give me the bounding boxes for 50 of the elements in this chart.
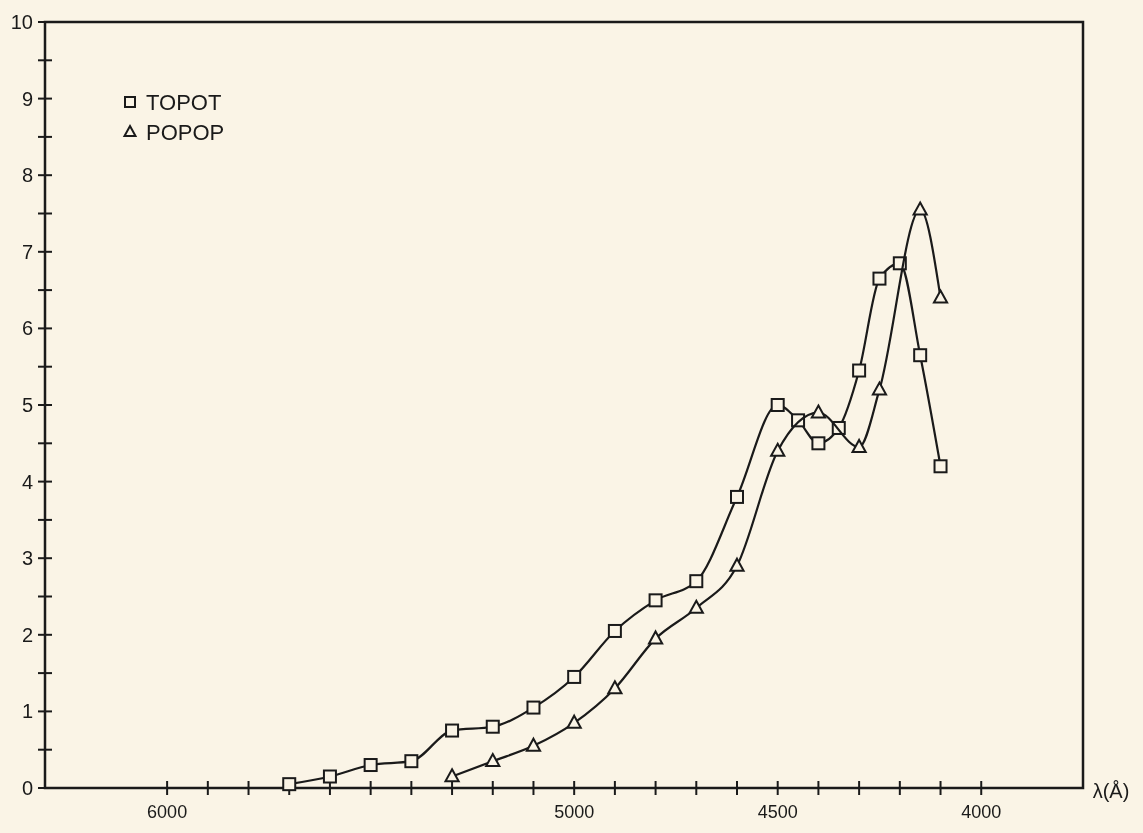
y-tick-label: 6 [21,317,33,340]
point [526,700,541,715]
point [566,714,582,729]
point [607,680,623,695]
point [485,719,500,734]
point [729,557,745,572]
x-tick-label: 4000 [961,802,1002,822]
point [647,630,664,645]
y-tick-label: 0 [21,777,33,799]
point [872,271,887,286]
y-tick-label: 1 [21,700,33,723]
point [810,404,827,419]
point [322,769,337,784]
point [730,489,744,504]
point [525,737,542,752]
x-tick-label: 5000 [554,802,595,822]
point [770,442,786,457]
point [770,398,785,412]
y-tick-label: 3 [21,547,33,570]
y-tick-label: 5 [21,394,33,416]
y-tick-label: 9 [21,87,33,110]
point [851,438,867,453]
point [913,348,928,363]
legend-label: POPOP [146,120,225,145]
point [932,289,949,304]
y-tick-label: 7 [21,240,33,263]
legend-label: TOPOT [146,90,222,115]
point [852,363,867,378]
y-tick-label: 8 [21,164,33,187]
point [404,754,419,769]
point [871,381,888,396]
point [648,593,663,608]
point [688,599,704,614]
y-tick-label: 10 [10,11,33,33]
point [567,669,582,684]
point [607,623,622,638]
point [282,777,297,792]
point [689,574,704,589]
y-tick-label: 4 [21,470,33,493]
y-tick-label: 2 [21,623,33,646]
point [811,436,826,451]
point [444,768,460,783]
x-axis-title: λ(Å) [1092,780,1130,802]
point [933,459,948,474]
point [363,758,378,773]
x-tick-label: 4500 [757,802,798,822]
point [485,752,501,767]
x-tick-label: 6000 [147,802,188,822]
point [912,201,928,216]
point [445,723,460,738]
